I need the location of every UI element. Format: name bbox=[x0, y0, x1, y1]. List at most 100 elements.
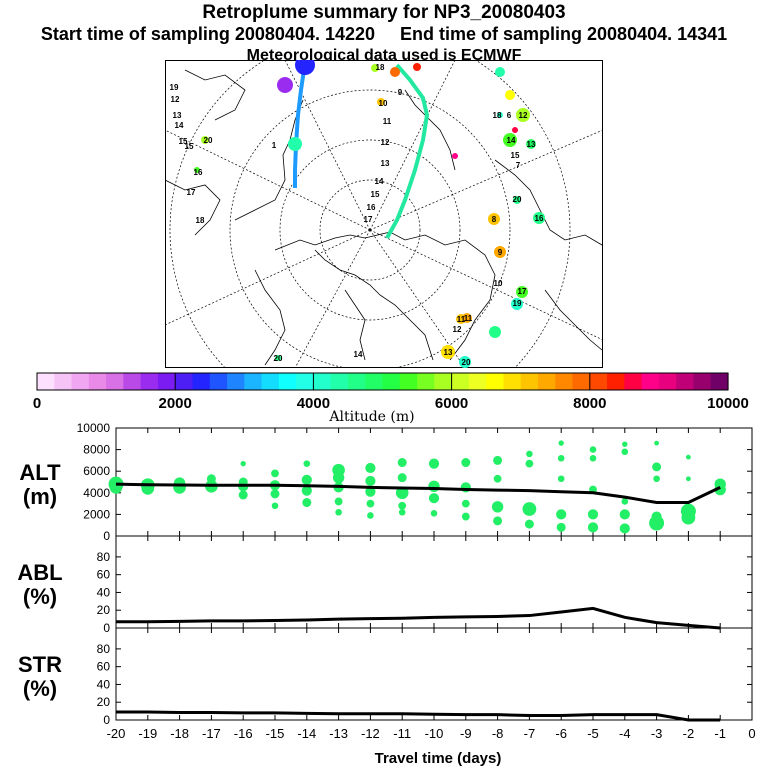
x-tick-label: -12 bbox=[361, 726, 380, 741]
cluster-point bbox=[398, 501, 407, 510]
colorbar-tick-label: 8000 bbox=[573, 395, 606, 412]
cluster-marker bbox=[512, 127, 518, 133]
x-tick-label: -1 bbox=[714, 726, 726, 741]
x-tick-label: -6 bbox=[555, 726, 567, 741]
map-clusters bbox=[194, 60, 545, 368]
cluster-marker bbox=[494, 246, 506, 258]
cluster-marker bbox=[513, 196, 521, 204]
cluster-point bbox=[621, 448, 629, 456]
cluster-point bbox=[461, 458, 471, 468]
map-day-label: 20 bbox=[274, 354, 283, 363]
map-day-label: 16 bbox=[535, 214, 544, 223]
map-day-label: 8 bbox=[492, 215, 497, 224]
x-tick-label: -8 bbox=[492, 726, 504, 741]
map-day-label: 18 bbox=[493, 111, 502, 120]
cluster-marker bbox=[488, 213, 500, 225]
map-day-label: 14 bbox=[175, 121, 184, 130]
map-day-label: 10 bbox=[379, 99, 388, 108]
map-day-label: 11 bbox=[457, 315, 466, 324]
y-tick-label: 6000 bbox=[83, 464, 110, 478]
map-day-label: 20 bbox=[513, 195, 522, 204]
colorbar-cell bbox=[641, 373, 660, 390]
cluster-marker bbox=[452, 153, 458, 159]
colorbar-cell bbox=[157, 373, 176, 390]
colorbar-tick-label: 6000 bbox=[435, 395, 468, 412]
y-axis-label: ABL bbox=[17, 560, 62, 585]
chart-title: Retroplume summary for NP3_20080403 bbox=[202, 2, 566, 23]
colorbar-cells bbox=[37, 373, 729, 390]
cluster-marker bbox=[462, 313, 472, 323]
cluster-point bbox=[714, 483, 726, 496]
cluster-marker bbox=[516, 108, 530, 122]
cluster-point bbox=[556, 522, 566, 532]
y-tick-label: 40 bbox=[97, 677, 111, 691]
cluster-marker bbox=[275, 355, 281, 361]
x-tick-label: 0 bbox=[748, 726, 755, 741]
colorbar-cell bbox=[555, 373, 574, 390]
cluster-point bbox=[365, 475, 376, 487]
cluster-point bbox=[301, 485, 312, 496]
cluster-marker bbox=[503, 133, 517, 147]
cluster-marker bbox=[497, 112, 503, 118]
sampling-times: Start time of sampling 20080404. 14220 E… bbox=[0, 24, 768, 44]
end-time-label: End time of sampling 20080404. 14341 bbox=[400, 24, 728, 44]
map-day-label: 11 bbox=[464, 314, 473, 323]
colorbar-cell bbox=[296, 373, 314, 390]
cluster-point bbox=[334, 497, 343, 506]
cluster-point bbox=[653, 475, 660, 483]
colorbar-cell bbox=[624, 373, 643, 390]
x-tick-label: -7 bbox=[524, 726, 536, 741]
cluster-point bbox=[238, 490, 248, 500]
map-day-label: 15 bbox=[371, 190, 380, 199]
y-tick-label: 4000 bbox=[83, 486, 110, 500]
x-tick-label: -17 bbox=[202, 726, 221, 741]
map-day-label: 19 bbox=[170, 83, 179, 92]
cluster-point bbox=[681, 510, 696, 525]
colorbar-cell bbox=[140, 373, 159, 390]
panel-abl: 0 20 40 60 80 ABL(%) bbox=[17, 535, 753, 635]
map-day-label: 7 bbox=[516, 161, 521, 170]
start-time-label: Start time of sampling 20080404. 14220 bbox=[40, 24, 375, 44]
cluster-point bbox=[524, 519, 534, 529]
map-day-label: 13 bbox=[444, 348, 453, 357]
cluster-point bbox=[461, 499, 470, 508]
x-tick-label: -5 bbox=[587, 726, 599, 741]
y-tick-label: 60 bbox=[97, 568, 111, 582]
y-axis-unit: (%) bbox=[23, 584, 57, 609]
meridians bbox=[165, 60, 603, 368]
colorbar-cell bbox=[365, 373, 384, 390]
cluster-point bbox=[686, 454, 691, 460]
colorbar-cell bbox=[347, 373, 366, 390]
map-day-label: 12 bbox=[453, 325, 462, 334]
colorbar-cell bbox=[37, 373, 55, 390]
cluster-point bbox=[335, 508, 342, 516]
map-day-label: 18 bbox=[196, 216, 205, 225]
map-day-label: 13 bbox=[381, 159, 390, 168]
cluster-marker bbox=[526, 139, 536, 149]
colorbar-tick-label: 4000 bbox=[297, 395, 330, 412]
cluster-point bbox=[395, 486, 409, 500]
cluster-marker bbox=[516, 286, 528, 298]
x-tick-label: -14 bbox=[297, 726, 316, 741]
cluster-point bbox=[619, 523, 630, 534]
x-tick-label: -9 bbox=[460, 726, 472, 741]
colorbar-ticks: 0 2000 4000 6000 8000 10000 bbox=[33, 373, 749, 412]
colorbar-cell bbox=[106, 373, 124, 390]
cluster-point bbox=[303, 460, 311, 467]
colorbar-cell bbox=[313, 373, 332, 390]
map-day-label: 14 bbox=[507, 136, 516, 145]
colorbar-cell bbox=[710, 373, 729, 390]
cluster-point bbox=[428, 458, 440, 469]
mean-altitude-line bbox=[115, 482, 721, 505]
cluster-point bbox=[271, 502, 279, 510]
cluster-marker bbox=[441, 345, 455, 359]
x-tick-label: -11 bbox=[393, 726, 411, 741]
cluster-point bbox=[526, 450, 533, 458]
cluster-point bbox=[589, 454, 597, 462]
map-day-label: 17 bbox=[187, 188, 196, 197]
map-day-label: 20 bbox=[462, 358, 471, 367]
x-tick-label: -3 bbox=[651, 726, 663, 741]
cluster-point bbox=[557, 454, 565, 462]
